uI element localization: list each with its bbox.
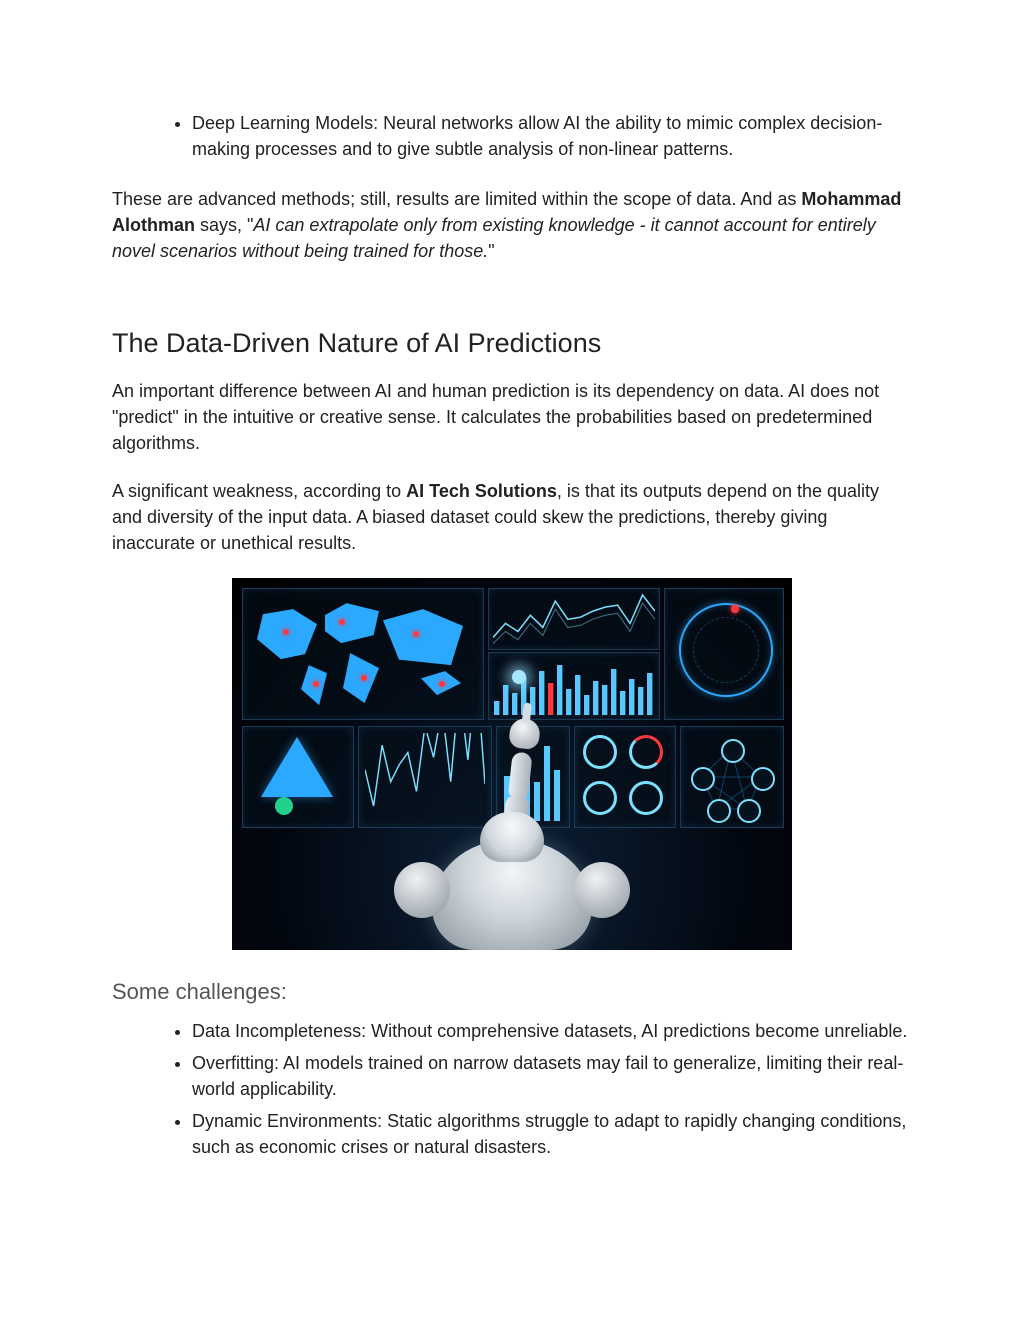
- paragraph: A significant weakness, according to AI …: [112, 478, 912, 556]
- text-run: says, ": [195, 215, 253, 235]
- robot-shoulder-icon: [574, 862, 630, 918]
- sub-heading: Some challenges:: [112, 976, 912, 1008]
- panel-line-chart: [488, 588, 660, 650]
- robot-figure: [402, 790, 622, 950]
- robot-head-icon: [480, 812, 544, 862]
- bar-chart-icon: [493, 657, 655, 715]
- network-node-icon: [751, 767, 775, 791]
- list-item: Data Incompleteness: Without comprehensi…: [192, 1018, 912, 1044]
- bullet-list-challenges: Data Incompleteness: Without comprehensi…: [112, 1018, 912, 1160]
- bullet-lead: Deep Learning Models:: [192, 113, 383, 133]
- panel-bar-chart: [488, 652, 660, 720]
- triangle-icon: [261, 737, 333, 797]
- panel-triangle: [242, 726, 354, 828]
- robot-hand-icon: [508, 717, 541, 750]
- document-page: Deep Learning Models: Neural networks al…: [0, 0, 1024, 1325]
- robot-dashboard-illustration: [232, 578, 792, 950]
- text-run: A significant weakness, according to: [112, 481, 406, 501]
- panel-world-map: [242, 588, 484, 720]
- paragraph: An important difference between AI and h…: [112, 378, 912, 456]
- network-node-icon: [737, 799, 761, 823]
- robot-shoulder-icon: [394, 862, 450, 918]
- gauge-icon: [583, 735, 617, 769]
- list-item: Overfitting: AI models trained on narrow…: [192, 1050, 912, 1102]
- line-chart-icon: [493, 593, 655, 646]
- figure-container: [112, 578, 912, 950]
- paragraph-quote: These are advanced methods; still, resul…: [112, 186, 912, 264]
- bullet-list-top: Deep Learning Models: Neural networks al…: [112, 110, 912, 162]
- circle-icon: [275, 797, 293, 815]
- text-run: ": [488, 241, 494, 261]
- text-run: These are advanced methods; still, resul…: [112, 189, 801, 209]
- map-continent-icon: [383, 609, 463, 665]
- dial-marker-icon: [731, 605, 739, 613]
- gauge-icon: [629, 781, 663, 815]
- list-item: Dynamic Environments: Static algorithms …: [192, 1108, 912, 1160]
- dial-ring-icon: [679, 603, 773, 697]
- gauge-icon: [629, 735, 663, 769]
- company-name: AI Tech Solutions: [406, 481, 557, 501]
- panel-radial-dial: [664, 588, 784, 720]
- network-node-icon: [707, 799, 731, 823]
- section-heading: The Data-Driven Nature of AI Predictions: [112, 324, 912, 363]
- network-node-icon: [691, 767, 715, 791]
- network-node-icon: [721, 739, 745, 763]
- map-continent-icon: [325, 603, 379, 643]
- list-item: Deep Learning Models: Neural networks al…: [192, 110, 912, 162]
- panel-network: [680, 726, 784, 828]
